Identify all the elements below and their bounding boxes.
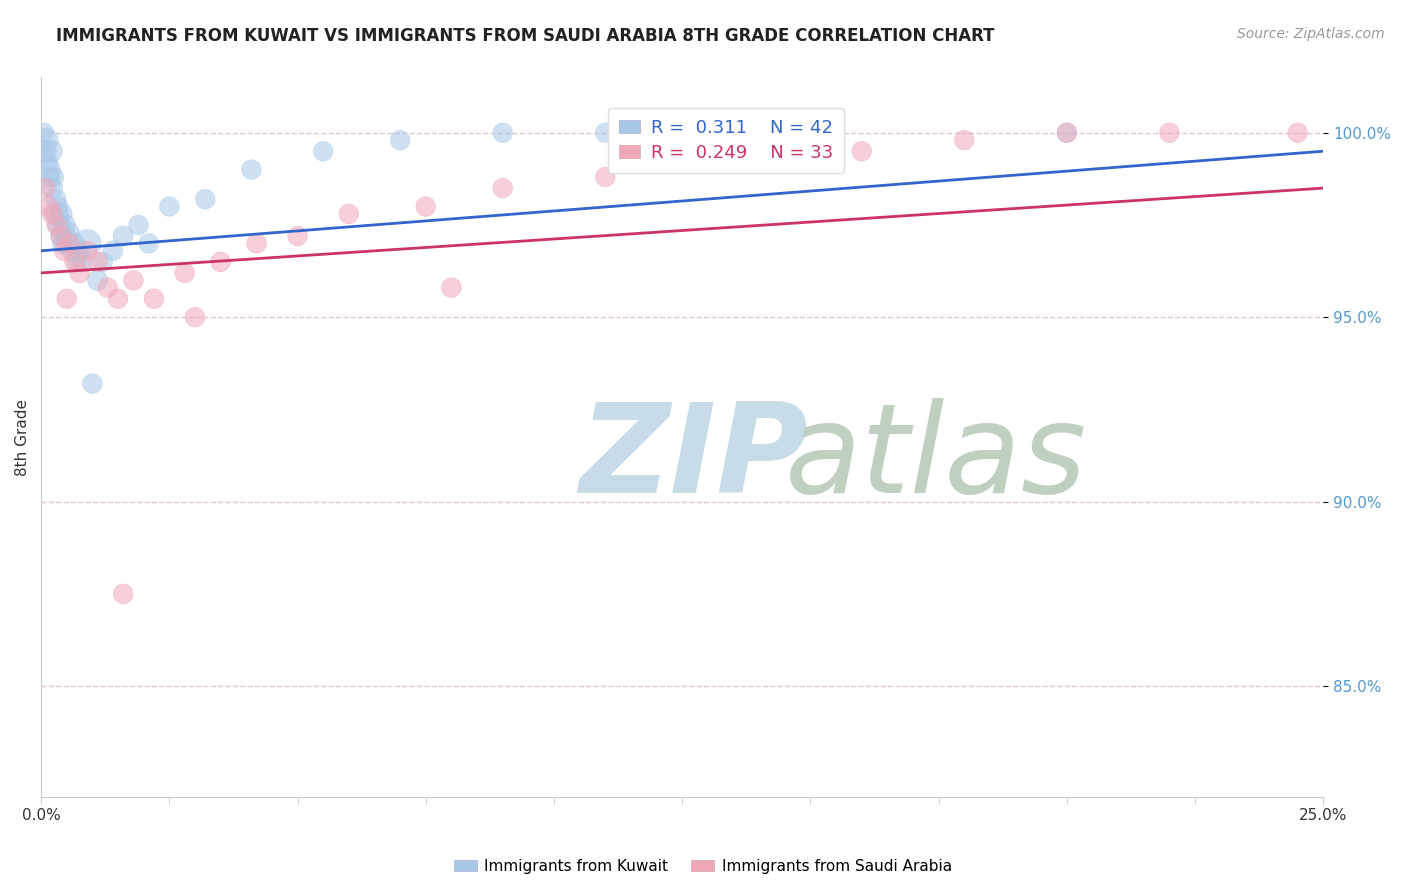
Point — [748, 155, 770, 169]
Point — [51, 207, 73, 221]
Point — [42, 169, 65, 184]
Point — [240, 162, 263, 177]
Point — [415, 200, 437, 214]
Point — [312, 145, 335, 159]
Point — [86, 255, 108, 269]
Point — [63, 236, 86, 251]
Point — [46, 200, 69, 214]
Point — [37, 155, 59, 169]
Point — [63, 255, 86, 269]
Point — [184, 310, 207, 325]
Point — [91, 255, 114, 269]
Point — [76, 244, 98, 258]
Point — [55, 236, 77, 251]
Point — [39, 169, 62, 184]
Point — [173, 266, 195, 280]
Point — [953, 133, 976, 147]
Point — [142, 292, 165, 306]
Point — [101, 244, 124, 258]
Point — [799, 126, 821, 140]
Point — [389, 133, 412, 147]
Point — [35, 133, 58, 147]
Point — [1056, 126, 1078, 140]
Point — [440, 281, 463, 295]
Point — [34, 181, 56, 195]
Point — [49, 229, 72, 244]
Point — [593, 169, 616, 184]
Point — [41, 181, 63, 195]
Point — [593, 126, 616, 140]
Legend: Immigrants from Kuwait, Immigrants from Saudi Arabia: Immigrants from Kuwait, Immigrants from … — [449, 853, 957, 880]
Point — [53, 218, 76, 232]
Point — [1286, 126, 1309, 140]
Point — [55, 229, 77, 244]
Point — [287, 229, 309, 244]
Text: atlas: atlas — [785, 398, 1087, 519]
Point — [48, 218, 70, 232]
Point — [69, 244, 91, 258]
Point — [138, 236, 160, 251]
Point — [112, 587, 135, 601]
Point — [107, 292, 129, 306]
Point — [69, 266, 91, 280]
Legend: R =  0.311    N = 42, R =  0.249    N = 33: R = 0.311 N = 42, R = 0.249 N = 33 — [607, 108, 844, 173]
Text: IMMIGRANTS FROM KUWAIT VS IMMIGRANTS FROM SAUDI ARABIA 8TH GRADE CORRELATION CHA: IMMIGRANTS FROM KUWAIT VS IMMIGRANTS FRO… — [56, 27, 994, 45]
Point — [128, 218, 150, 232]
Point — [86, 273, 108, 287]
Point — [58, 225, 80, 239]
Point — [53, 244, 76, 258]
Point — [97, 281, 120, 295]
Point — [157, 200, 180, 214]
Point — [49, 229, 72, 244]
Text: ZIP: ZIP — [579, 398, 808, 519]
Point — [209, 255, 232, 269]
Point — [337, 207, 360, 221]
Point — [45, 218, 67, 232]
Point — [245, 236, 267, 251]
Point — [34, 145, 56, 159]
Point — [55, 292, 77, 306]
Point — [82, 376, 104, 391]
Point — [76, 236, 98, 251]
Point — [492, 181, 515, 195]
Point — [122, 273, 145, 287]
Point — [45, 207, 67, 221]
Point — [70, 255, 93, 269]
Point — [1056, 126, 1078, 140]
Point — [58, 236, 80, 251]
Point — [194, 192, 217, 206]
Text: Source: ZipAtlas.com: Source: ZipAtlas.com — [1237, 27, 1385, 41]
Point — [41, 145, 63, 159]
Point — [66, 255, 89, 269]
Point — [52, 236, 75, 251]
Point — [60, 244, 83, 258]
Point — [38, 200, 60, 214]
Point — [44, 192, 66, 206]
Point — [38, 162, 60, 177]
Y-axis label: 8th Grade: 8th Grade — [15, 399, 30, 475]
Point — [1159, 126, 1181, 140]
Point — [32, 126, 55, 140]
Point — [41, 207, 63, 221]
Point — [851, 145, 873, 159]
Point — [112, 229, 135, 244]
Point — [492, 126, 515, 140]
